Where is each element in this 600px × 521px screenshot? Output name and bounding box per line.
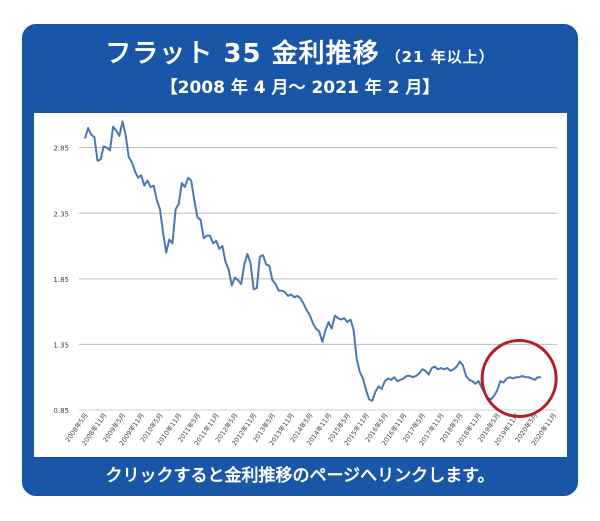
- y-tick-label: 1.35: [53, 341, 69, 349]
- rate-history-link[interactable]: クリックすると金利推移のページへリンクします。: [105, 466, 495, 486]
- y-tick-labels: 0.85 1.35 1.85 2.35 2.85: [53, 145, 69, 415]
- title-main: フラット 35 金利推移: [105, 39, 380, 69]
- x-tick-labels: 2008年5月2008年11月2009年5月2009年11月2010年5月201…: [63, 411, 558, 447]
- highlight-circle: [480, 339, 558, 419]
- title-subtitle: （21 年以上）: [385, 48, 495, 66]
- rate-history-card[interactable]: フラット 35 金利推移 （21 年以上） 【2008 年 4 月～ 2021 年…: [22, 24, 578, 496]
- chart-title: フラット 35 金利推移 （21 年以上）: [27, 33, 573, 70]
- annotation-group: [480, 339, 558, 419]
- y-tick-label: 2.35: [53, 210, 69, 218]
- plot-area: 0.85 1.35 1.85 2.35 2.85 2008年5月 2008年11月 2009…: [34, 113, 567, 457]
- y-tick-label: 0.85: [53, 407, 69, 415]
- line-chart: 0.85 1.35 1.85 2.35 2.85 2008年5月2008年11月2009…: [53, 120, 558, 447]
- y-tick-label: 2.85: [53, 145, 69, 153]
- grid-lines: [79, 147, 557, 411]
- chart-period: 【2008 年 4 月～ 2021 年 2 月】: [160, 78, 440, 98]
- y-tick-label: 1.85: [53, 276, 69, 284]
- series-line: [84, 120, 541, 402]
- series-group: [84, 120, 541, 402]
